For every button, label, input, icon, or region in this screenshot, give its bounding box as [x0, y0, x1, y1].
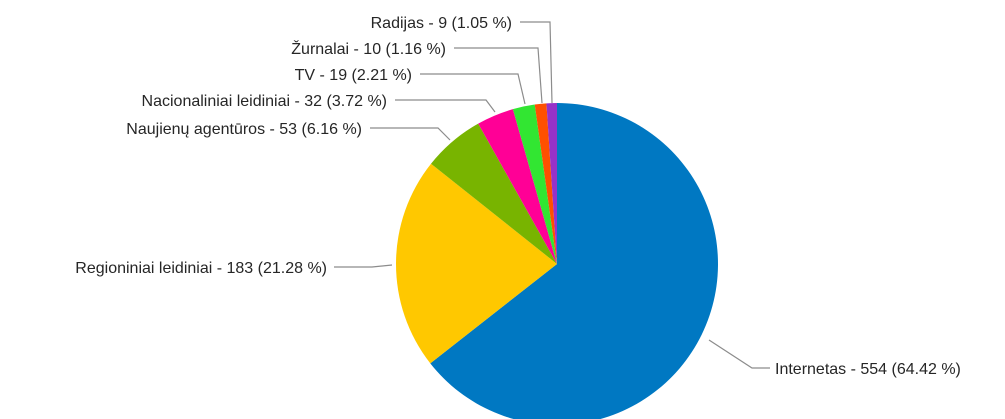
pie-slice-4	[512, 104, 557, 264]
leader-line-5	[454, 47, 543, 104]
leader-line-3	[395, 99, 496, 113]
slice-label-3: Nacionaliniai leidiniai - 32 (3.72 %)	[142, 93, 387, 110]
pie-slices	[395, 103, 718, 419]
leader-line-6	[520, 21, 553, 104]
slice-label-5: Žurnalai - 10 (1.16 %)	[291, 39, 446, 58]
slice-label-1: Regioniniai leidiniai - 183 (21.28 %)	[75, 260, 327, 277]
slice-label-0: Internetas - 554 (64.42 %)	[775, 361, 961, 378]
leader-line-0	[708, 339, 770, 369]
pie-slice-2	[431, 123, 557, 264]
leader-line-4	[420, 73, 526, 105]
slice-labels: Internetas - 554 (64.42 %) Regioniniai le…	[75, 15, 961, 378]
pie-slice-6	[546, 103, 557, 264]
slice-label-6: Radijas - 9 (1.05 %)	[371, 15, 512, 32]
leader-line-1	[334, 264, 393, 268]
pie-slice-3	[478, 109, 557, 264]
pie-slice-0	[430, 103, 718, 419]
pie-slice-1	[395, 163, 557, 364]
slice-label-4: TV - 19 (2.21 %)	[295, 67, 412, 84]
leader-lines	[334, 21, 770, 369]
slice-label-2: Naujienų agentūros - 53 (6.16 %)	[126, 121, 362, 138]
leader-line-2	[370, 127, 451, 141]
pie-slice-5	[534, 103, 557, 264]
